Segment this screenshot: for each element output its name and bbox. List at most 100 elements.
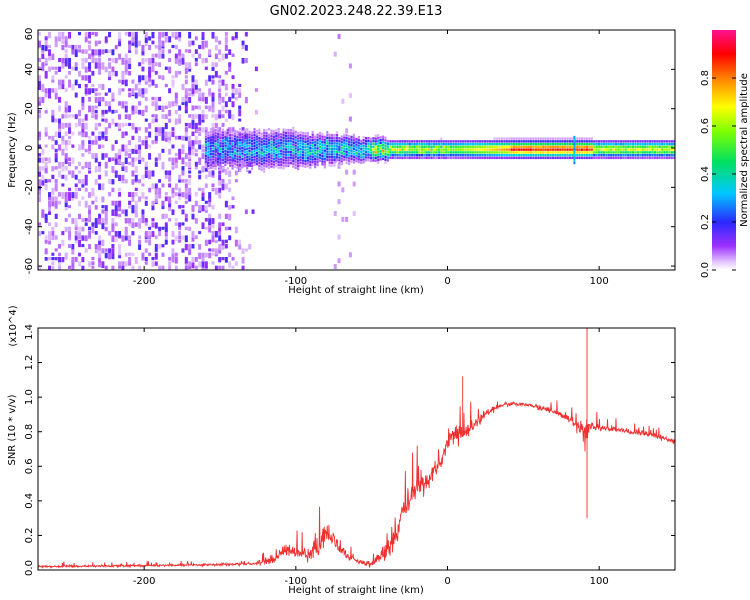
- heat-cell: [294, 147, 297, 150]
- heat-cell: [98, 131, 102, 135]
- heat-cell: [316, 147, 319, 150]
- heat-cell: [124, 261, 128, 267]
- heat-cell: [496, 151, 499, 154]
- heat-cell: [338, 156, 341, 159]
- heat-cell: [413, 151, 416, 154]
- heat-cell: [260, 135, 263, 138]
- heat-cell: [144, 261, 148, 265]
- heat-cell: [340, 140, 343, 144]
- heat-cell: [131, 196, 135, 202]
- heat-cell: [580, 153, 584, 157]
- heat-cell: [124, 235, 128, 241]
- heat-cell: [311, 147, 314, 150]
- heat-cell: [98, 62, 102, 69]
- heat-cell: [164, 222, 168, 229]
- heat-cell: [668, 153, 671, 157]
- heat-cell: [381, 152, 385, 155]
- heat-cell: [265, 140, 268, 143]
- heat-cell: [84, 122, 88, 130]
- heat-cell: [314, 163, 317, 166]
- heat-cell: [228, 179, 232, 185]
- heat-cell: [328, 158, 331, 162]
- heat-cell: [118, 192, 122, 197]
- heat-cell: [658, 153, 661, 157]
- heat-cell: [389, 145, 392, 149]
- heat-cell: [275, 134, 278, 138]
- heat-cell: [38, 101, 41, 106]
- heat-cell: [314, 160, 317, 163]
- heat-cell: [280, 158, 283, 161]
- heat-cell: [532, 153, 535, 157]
- heat-cell: [374, 151, 377, 154]
- heat-cell: [447, 142, 450, 146]
- heat-cell: [191, 140, 195, 146]
- heat-cell: [54, 36, 58, 42]
- heat-cell: [415, 148, 419, 151]
- heat-cell: [297, 164, 300, 168]
- heat-cell: [551, 151, 555, 154]
- heat-cell: [161, 49, 165, 54]
- heat-cell: [121, 122, 125, 128]
- heat-cell: [164, 231, 168, 237]
- heat-cell: [258, 145, 261, 148]
- heat-cell: [513, 137, 516, 140]
- heat-cell: [54, 200, 58, 208]
- heat-cell: [171, 166, 175, 170]
- heat-cell: [224, 83, 228, 91]
- heat-cell: [457, 153, 460, 157]
- heat-cell: [391, 153, 394, 157]
- heat-cell: [54, 179, 58, 184]
- heat-cell: [299, 145, 302, 148]
- heat-cell: [263, 159, 266, 162]
- heat-cell: [74, 231, 78, 235]
- heat-cell: [360, 150, 363, 154]
- heat-cell: [154, 222, 158, 229]
- heat-cell: [292, 157, 295, 160]
- heat-cell: [418, 148, 421, 151]
- heat-cell: [48, 209, 52, 215]
- heat-cell: [218, 248, 222, 254]
- heat-cell: [114, 174, 118, 178]
- heat-cell: [118, 122, 122, 129]
- heat-cell: [318, 156, 322, 160]
- heat-cell: [174, 235, 178, 242]
- heat-cell: [297, 131, 300, 135]
- heat-cell: [559, 140, 562, 143]
- heat-cell: [299, 164, 302, 167]
- heat-cell: [48, 31, 52, 39]
- heat-cell: [673, 140, 675, 143]
- heat-cell: [181, 96, 185, 103]
- heat-cell: [607, 145, 610, 149]
- heat-cell: [61, 140, 65, 145]
- heat-cell: [639, 145, 642, 149]
- heat-cell: [214, 128, 217, 132]
- heat-cell: [328, 164, 331, 167]
- heat-cell: [214, 114, 218, 121]
- heat-cell: [58, 144, 62, 151]
- heat-cell: [233, 132, 237, 135]
- heat-cell: [355, 146, 358, 149]
- heat-cell: [488, 148, 491, 151]
- heat-cell: [221, 179, 225, 183]
- heat-cell: [442, 153, 445, 157]
- heat-cell: [181, 170, 185, 176]
- heat-cell: [212, 133, 215, 136]
- heat-cell: [51, 231, 55, 236]
- heat-cell: [148, 44, 152, 51]
- heat-cell: [88, 62, 92, 69]
- snr-ytick-label: 1.0: [24, 389, 35, 405]
- heat-cell: [58, 257, 62, 263]
- heat-cell: [221, 183, 225, 191]
- heat-cell: [84, 75, 88, 81]
- colorbar-tick-label: 0.8: [700, 70, 711, 86]
- heat-cell: [64, 218, 68, 222]
- heat-cell: [348, 162, 351, 166]
- heat-cell: [231, 88, 235, 94]
- snr-ylabel: SNR (10 * v/v): [7, 394, 18, 465]
- heat-cell: [250, 148, 254, 151]
- heat-cell: [335, 139, 339, 142]
- heat-cell: [469, 156, 472, 160]
- heat-cell: [134, 187, 138, 191]
- heat-cell: [265, 151, 268, 154]
- heat-cell: [369, 154, 373, 157]
